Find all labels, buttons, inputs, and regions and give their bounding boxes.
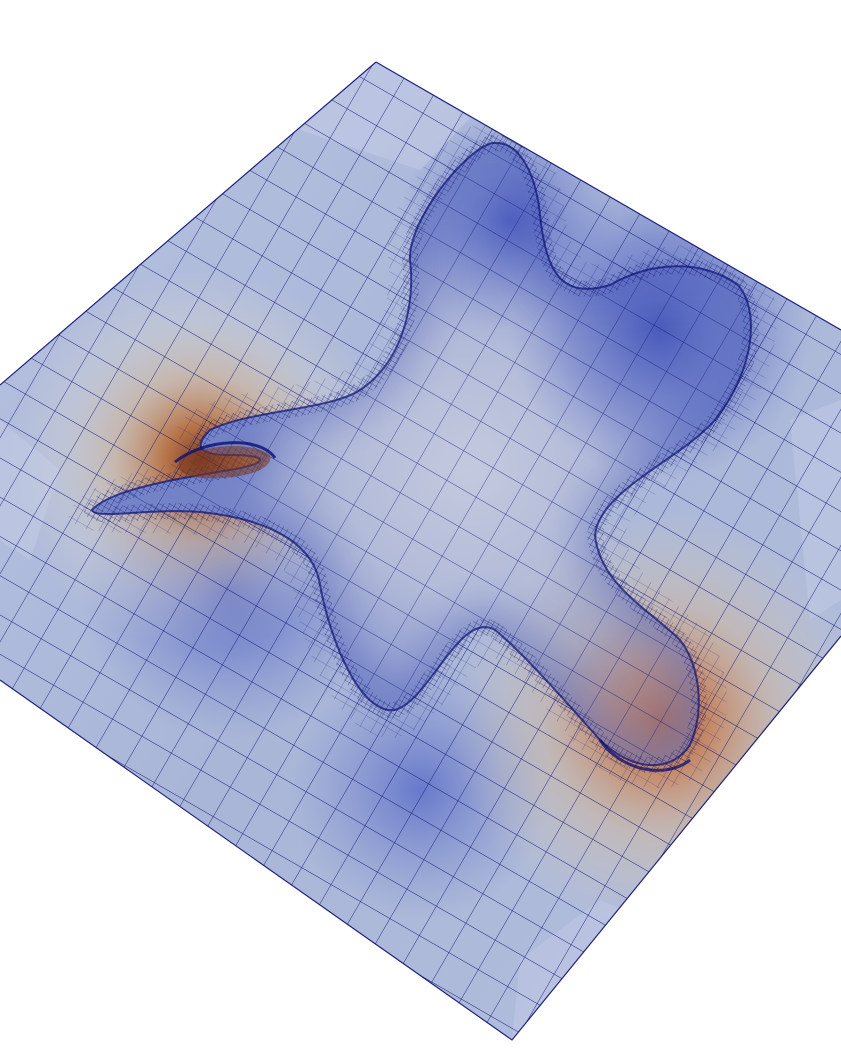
left-pit [174, 441, 277, 479]
right-pit [598, 739, 691, 772]
plate-edge [0, 61, 841, 1041]
